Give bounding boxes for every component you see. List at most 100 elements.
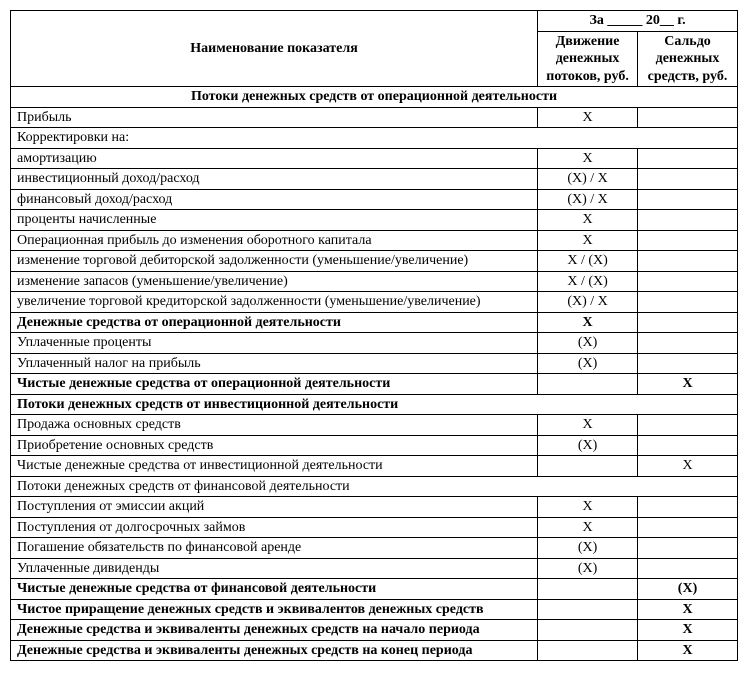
- col-header-flow: Движение денежных потоков, руб.: [538, 31, 638, 87]
- row-balance: [638, 148, 738, 169]
- row-flow: [538, 456, 638, 477]
- row-name: инвестиционный доход/расход: [11, 169, 538, 190]
- row-balance: [638, 435, 738, 456]
- row-flow: (Х): [538, 538, 638, 559]
- table-row: Приобретение основных средств(Х): [11, 435, 738, 456]
- table-row: проценты начисленныеХ: [11, 210, 738, 231]
- cash-flow-table-wrapper: Наименование показателя За _____ 20__ г.…: [10, 10, 738, 661]
- row-name: Чистое приращение денежных средств и экв…: [11, 599, 538, 620]
- row-balance: Х: [638, 374, 738, 395]
- row-flow: Х: [538, 312, 638, 333]
- table-row: изменение запасов (уменьшение/увеличение…: [11, 271, 738, 292]
- row-name: Денежные средства и эквиваленты денежных…: [11, 640, 538, 661]
- row-balance: [638, 271, 738, 292]
- row-flow: Х / (Х): [538, 251, 638, 272]
- row-name: амортизацию: [11, 148, 538, 169]
- table-row: инвестиционный доход/расход(Х) / Х: [11, 169, 738, 190]
- row-name: Погашение обязательств по финансовой аре…: [11, 538, 538, 559]
- section-operating-title: Потоки денежных средств от операционной …: [11, 87, 738, 108]
- row-flow: [538, 640, 638, 661]
- row-name: изменение запасов (уменьшение/увеличение…: [11, 271, 538, 292]
- table-row: Денежные средства от операционной деятел…: [11, 312, 738, 333]
- row-balance: [638, 538, 738, 559]
- table-row: Чистые денежные средства от операционной…: [11, 374, 738, 395]
- col-header-name: Наименование показателя: [11, 11, 538, 87]
- table-row: амортизациюХ: [11, 148, 738, 169]
- row-balance: [638, 517, 738, 538]
- row-balance: Х: [638, 640, 738, 661]
- table-row: Уплаченный налог на прибыль(Х): [11, 353, 738, 374]
- row-flow: [538, 599, 638, 620]
- cash-flow-table: Наименование показателя За _____ 20__ г.…: [10, 10, 738, 661]
- row-flow: (Х) / Х: [538, 189, 638, 210]
- table-row: Операционная прибыль до изменения оборот…: [11, 230, 738, 251]
- row-name: Чистые денежные средства от инвестиционн…: [11, 456, 538, 477]
- table-row: Уплаченные дивиденды(Х): [11, 558, 738, 579]
- row-flow: (Х): [538, 333, 638, 354]
- row-name: изменение торговой дебиторской задолженн…: [11, 251, 538, 272]
- row-balance: [638, 333, 738, 354]
- row-flow: Х: [538, 107, 638, 128]
- row-name: Денежные средства от операционной деятел…: [11, 312, 538, 333]
- table-row: Чистые денежные средства от инвестиционн…: [11, 456, 738, 477]
- row-flow: (Х): [538, 353, 638, 374]
- header-row-1: Наименование показателя За _____ 20__ г.: [11, 11, 738, 32]
- table-row: Денежные средства и эквиваленты денежных…: [11, 640, 738, 661]
- row-balance: (Х): [638, 579, 738, 600]
- row-name: Операционная прибыль до изменения оборот…: [11, 230, 538, 251]
- row-balance: [638, 312, 738, 333]
- row-balance: [638, 210, 738, 231]
- table-row: финансовый доход/расход(Х) / Х: [11, 189, 738, 210]
- row-balance: [638, 230, 738, 251]
- table-row: ПрибыльХ: [11, 107, 738, 128]
- row-name: Поступления от долгосрочных займов: [11, 517, 538, 538]
- table-row: Корректировки на:: [11, 128, 738, 149]
- table-row: увеличение торговой кредиторской задолже…: [11, 292, 738, 313]
- table-row: Уплаченные проценты(Х): [11, 333, 738, 354]
- period-header: За _____ 20__ г.: [538, 11, 738, 32]
- row-flow: (Х) / Х: [538, 169, 638, 190]
- table-row: Поступления от долгосрочных займовХ: [11, 517, 738, 538]
- row-name: финансовый доход/расход: [11, 189, 538, 210]
- row-flow: (Х): [538, 558, 638, 579]
- section-operating: Потоки денежных средств от операционной …: [11, 87, 738, 108]
- row-balance: [638, 558, 738, 579]
- row-flow: Х: [538, 148, 638, 169]
- row-flow: [538, 620, 638, 641]
- row-balance: [638, 251, 738, 272]
- row-name: Чистые денежные средства от операционной…: [11, 374, 538, 395]
- row-name: Денежные средства и эквиваленты денежных…: [11, 620, 538, 641]
- col-header-balance: Сальдо денежных средств, руб.: [638, 31, 738, 87]
- row-balance: [638, 292, 738, 313]
- row-flow: (Х): [538, 435, 638, 456]
- table-row: Денежные средства и эквиваленты денежных…: [11, 620, 738, 641]
- table-row: Чистые денежные средства от финансовой д…: [11, 579, 738, 600]
- row-flow: Х / (Х): [538, 271, 638, 292]
- row-balance: [638, 497, 738, 518]
- row-balance: [638, 353, 738, 374]
- row-name: Прибыль: [11, 107, 538, 128]
- row-flow: [538, 579, 638, 600]
- row-flow: Х: [538, 210, 638, 231]
- row-flow: Х: [538, 230, 638, 251]
- row-balance: Х: [638, 456, 738, 477]
- section-financing-title: Потоки денежных средств от финансовой де…: [11, 476, 738, 497]
- table-row: Продажа основных средствХ: [11, 415, 738, 436]
- row-name: Продажа основных средств: [11, 415, 538, 436]
- row-flow: [538, 374, 638, 395]
- section-investing-title: Потоки денежных средств от инвестиционно…: [11, 394, 738, 415]
- row-name: Уплаченный налог на прибыль: [11, 353, 538, 374]
- section-financing: Потоки денежных средств от финансовой де…: [11, 476, 738, 497]
- table-row: Чистое приращение денежных средств и экв…: [11, 599, 738, 620]
- row-flow: (Х) / Х: [538, 292, 638, 313]
- row-name: увеличение торговой кредиторской задолже…: [11, 292, 538, 313]
- row-flow: Х: [538, 517, 638, 538]
- section-investing: Потоки денежных средств от инвестиционно…: [11, 394, 738, 415]
- row-balance: [638, 169, 738, 190]
- row-balance: [638, 189, 738, 210]
- row-balance: Х: [638, 599, 738, 620]
- row-name: Корректировки на:: [11, 128, 738, 149]
- row-name: Чистые денежные средства от финансовой д…: [11, 579, 538, 600]
- row-name: Приобретение основных средств: [11, 435, 538, 456]
- row-flow: Х: [538, 415, 638, 436]
